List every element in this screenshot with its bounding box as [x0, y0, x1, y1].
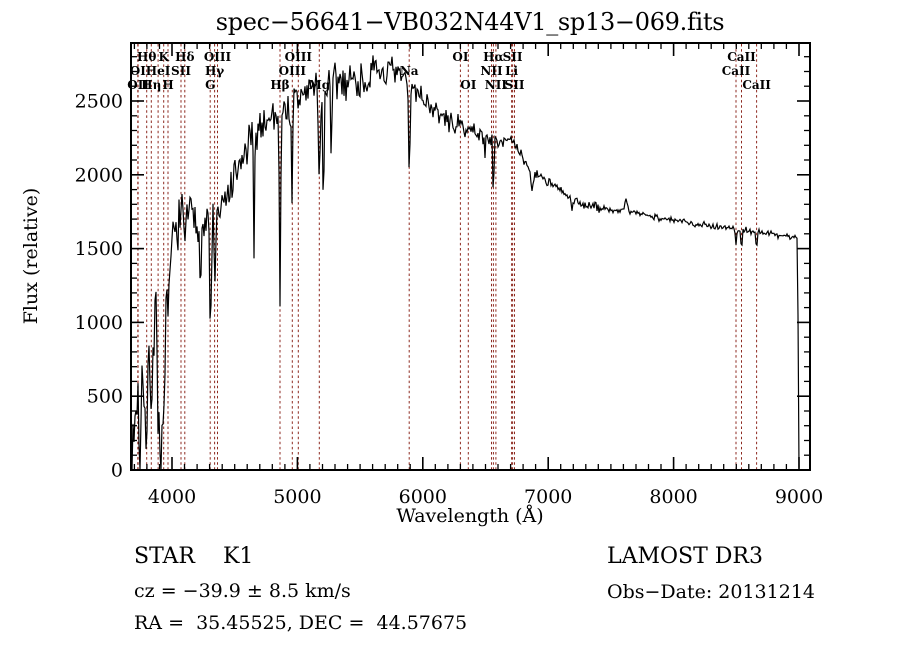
- plot-title: spec−56641−VB032N44V1_sp13−069.fits: [215, 8, 725, 36]
- spectral-line-label: H: [162, 78, 173, 92]
- x-tick-label: 5000: [273, 486, 321, 508]
- y-tick-label: 500: [87, 386, 123, 408]
- y-tick-label: 1000: [75, 312, 123, 334]
- y-tick-label: 2000: [75, 164, 123, 186]
- spectral-line-label: Hη: [141, 78, 161, 92]
- caption-radial-velocity: cz = −39.9 ± 8.5 km/s: [134, 580, 351, 602]
- spectral-line-label: OII: [127, 78, 149, 92]
- spectral-line-label: K: [158, 50, 169, 64]
- spectral-line-label: Li: [505, 64, 518, 78]
- plot-frame: [130, 42, 811, 471]
- spectral-line-label: CaII: [722, 64, 751, 78]
- caption-coordinates: RA = 35.45525, DEC = 44.57675: [134, 612, 468, 634]
- spectral-line-label: OI: [460, 78, 476, 92]
- spectral-line-label: G: [205, 78, 215, 92]
- spectral-line-label: OIII: [204, 50, 232, 64]
- x-tick-label: 8000: [649, 486, 697, 508]
- x-tick-label: 4000: [148, 486, 196, 508]
- spectral-line-label: SII: [503, 50, 523, 64]
- caption-classification: STAR K1: [134, 544, 254, 569]
- spectral-line-label: HeI: [146, 64, 171, 78]
- spectral-line-label: Hα: [483, 50, 504, 64]
- spectral-line-label: Hγ: [205, 64, 224, 78]
- caption-obs-date: Obs−Date: 20131214: [607, 581, 815, 603]
- spectral-line-label: OI: [452, 50, 468, 64]
- spectral-line-label: OIII: [279, 64, 307, 78]
- x-axis-label: Wavelength (Å): [396, 505, 544, 527]
- spectral-line-label: SII: [505, 78, 525, 92]
- x-tick-label: 7000: [524, 486, 572, 508]
- spectrum-path: [131, 55, 800, 470]
- spectral-line-label: SII: [171, 64, 191, 78]
- spectral-line-label: Hδ: [175, 50, 194, 64]
- y-tick-label: 1500: [75, 238, 123, 260]
- caption-survey: LAMOST DR3: [607, 544, 763, 569]
- spectral-line-label: OI: [130, 64, 146, 78]
- spectral-line-label: CaII: [742, 78, 771, 92]
- y-tick-label: 2500: [75, 91, 123, 113]
- spectral-line-label: Hβ: [270, 78, 289, 92]
- spectral-line-label: Hθ: [137, 50, 156, 64]
- spectral-line-label: CaII: [727, 50, 756, 64]
- spectral-line-label: NII: [485, 78, 508, 92]
- spectral-line-label: NII: [480, 64, 503, 78]
- spectral-line-label: OIII: [285, 50, 313, 64]
- spectral-line-label: Na: [400, 64, 419, 78]
- x-tick-label: 6000: [399, 486, 447, 508]
- x-tick-label: 9000: [775, 486, 823, 508]
- y-tick-label: 0: [111, 460, 123, 482]
